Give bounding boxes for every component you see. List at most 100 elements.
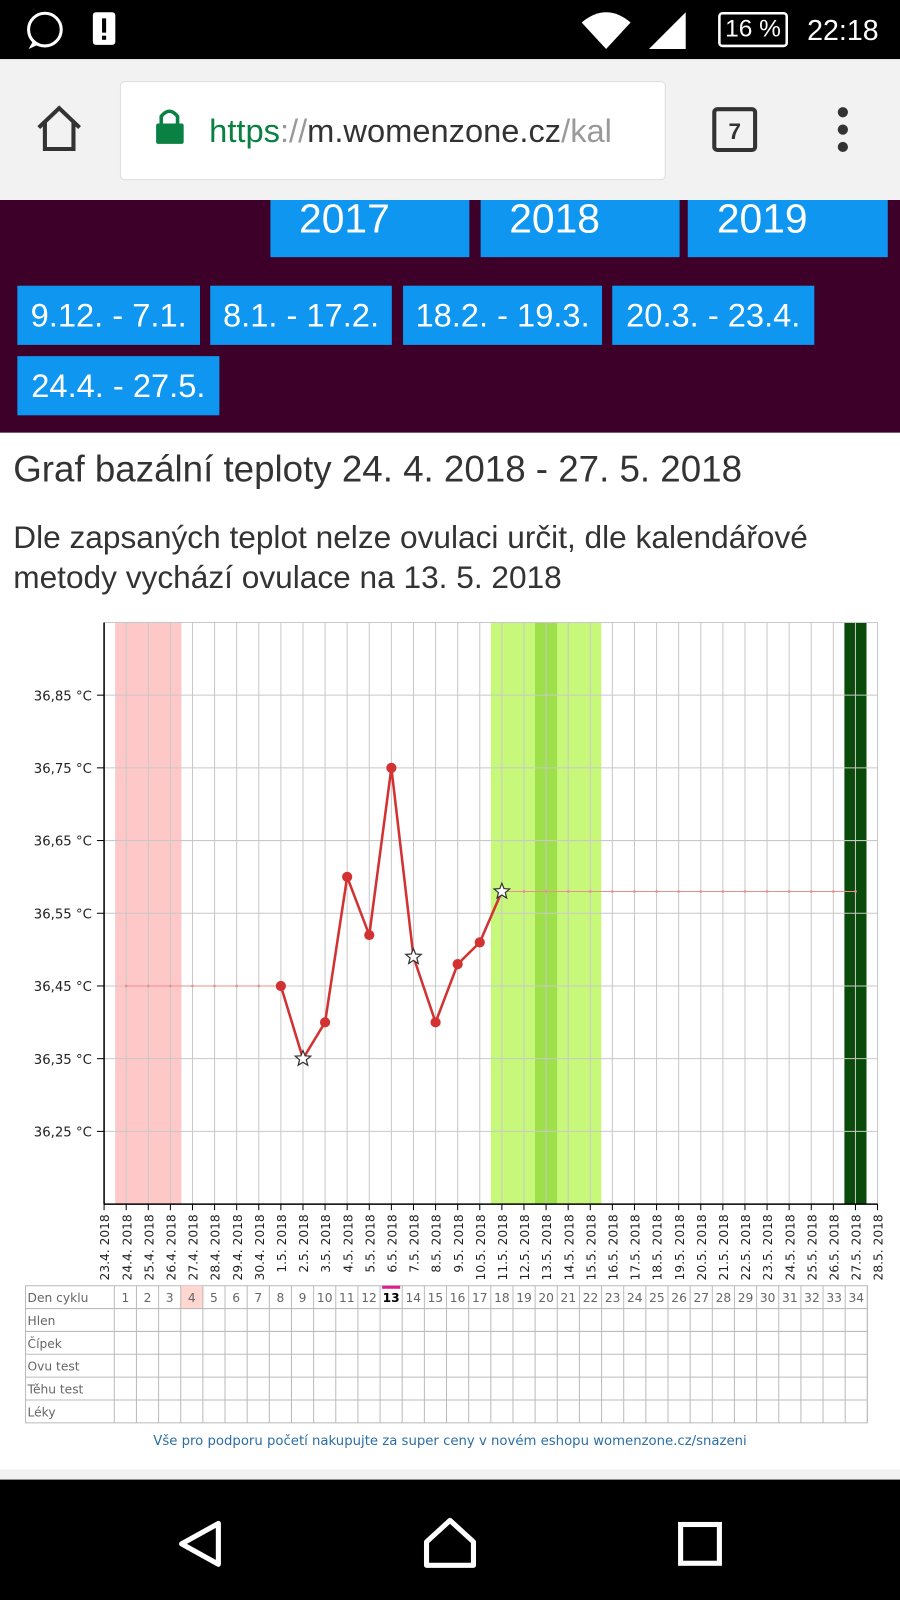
x-tick-label: 25.4. 2018 [142,1214,156,1280]
cycle-day: 7 [254,1291,262,1305]
battery-icon [718,11,789,48]
row-label: Den cyklu [28,1291,89,1305]
tabs-button[interactable] [712,107,758,153]
note-line: metody vychází ovulace na 13. 5. 2018 [13,559,562,595]
small-point [146,984,150,988]
row-label: Ovu test [28,1360,80,1374]
small-point [169,984,172,988]
cycle-day: 27 [693,1291,709,1305]
chart-heading: Graf bazální teploty 24. 4. 2018 - 27. 5… [13,449,742,490]
x-tick-label: 20.5. 2018 [695,1214,709,1280]
url-scheme: https [209,112,280,149]
period-button[interactable] [210,285,392,345]
cycle-day: 20 [538,1291,554,1305]
x-tick-label: 3.5. 2018 [319,1214,333,1272]
cycle-day: 15 [428,1291,444,1305]
x-tick-label: 28.4. 2018 [209,1214,223,1280]
menu-button[interactable] [837,107,848,153]
small-point [191,984,194,988]
period-label: 8.1. - 17.2. [223,297,379,334]
cycle-day: 22 [583,1291,599,1305]
year-buttons: 2017 2018 2019 [270,196,888,258]
cycle-day: 6 [232,1291,240,1305]
cycle-day: 9 [299,1291,307,1305]
x-tick-label: 8.5. 2018 [430,1214,444,1272]
small-point [522,890,526,893]
y-tick-label: 36,55 °C [34,907,92,922]
cycle-day: 16 [450,1291,466,1305]
pink-cell [180,1285,203,1309]
x-tick-label: 9.5. 2018 [452,1214,466,1272]
x-tick-label: 29.4. 2018 [231,1214,245,1280]
cycle-day: 3 [166,1291,174,1305]
x-tick-label: 26.5. 2018 [827,1214,841,1280]
x-tick-label: 22.5. 2018 [739,1214,753,1280]
y-tick-label: 36,45 °C [34,980,92,995]
url-path: /kal [561,112,612,149]
point-marker [474,937,485,948]
back-button[interactable] [179,1520,221,1567]
small-point [765,890,769,893]
period-button[interactable] [612,285,815,345]
cycle-day: 8 [277,1291,285,1305]
x-tick-label: 5.5. 2018 [363,1214,377,1272]
y-tick-label: 36,85 °C [34,689,92,704]
period-button[interactable] [17,285,200,345]
cycle-day: 26 [671,1291,687,1305]
cycle-day: 29 [738,1291,754,1305]
temperature-chart: 23.4. 2018 24.4. 2018 25.4. 2018 26.4. 2018… [34,621,886,1280]
period-button[interactable] [17,356,220,416]
footer-link[interactable]: Vše pro podporu početí nakupujte za supe… [153,1433,746,1449]
x-tick-label: 21.5. 2018 [717,1214,731,1280]
small-point [787,890,791,893]
cycle-day: 2 [144,1291,152,1305]
x-tick-label: 7.5. 2018 [408,1214,422,1272]
cycle-day: 11 [339,1291,355,1305]
year-button[interactable] [687,200,888,258]
small-point [699,890,703,893]
x-tick-label: 19.5. 2018 [673,1214,687,1280]
row-label: Čípek [28,1336,63,1351]
small-point [854,890,857,893]
x-tick-label: 11.5. 2018 [496,1214,510,1280]
period-label: 24.4. - 27.5. [31,367,205,404]
home-nav-button[interactable] [423,1517,477,1568]
signal-icon [648,12,686,49]
page-bottom [0,1469,900,1480]
lock-icon [156,109,184,144]
period-button[interactable] [403,285,603,345]
x-tick-label: 27.4. 2018 [187,1214,201,1280]
x-tick-label: 14.5. 2018 [562,1214,576,1280]
cycle-table: 1 2 3 4 5 6 7 8 9 10 11 12 13 14 15 16 17 18 19 20 21 22 23 24 2… [25,1285,868,1424]
url-box[interactable] [119,81,666,181]
cycle-day: 33 [826,1291,842,1305]
small-point [633,890,636,893]
year-button[interactable] [480,200,680,258]
wifi-icon [581,12,631,49]
year-button[interactable] [270,200,470,258]
y-tick-label: 36,25 °C [34,1125,92,1140]
navigation-bar [0,1479,900,1600]
small-point [124,984,128,988]
home-button[interactable] [37,105,81,152]
cycle-day: 19 [516,1291,532,1305]
note-line: Dle zapsaných teplot nelze ovulaci určit… [13,519,808,555]
cycle-day: 14 [406,1291,422,1305]
x-tick-label: 10.5. 2018 [474,1214,488,1280]
recents-button[interactable] [678,1521,722,1566]
x-tick-label: 16.5. 2018 [606,1214,620,1280]
small-point [544,890,548,893]
clock: 22:18 [807,15,878,47]
cycle-day: 1 [121,1291,129,1305]
cycle-day: 30 [760,1291,776,1305]
cycle-day: 28 [716,1291,732,1305]
cycle-day: 24 [627,1291,643,1305]
small-point [809,890,813,893]
cycle-day: 18 [494,1291,510,1305]
x-tick-label: 25.5. 2018 [805,1214,819,1280]
x-tick-label: 18.5. 2018 [651,1214,665,1280]
x-tick-label: 23.4. 2018 [98,1214,112,1280]
cycle-day: 5 [210,1291,218,1305]
period-label: 18.2. - 19.3. [415,297,589,334]
